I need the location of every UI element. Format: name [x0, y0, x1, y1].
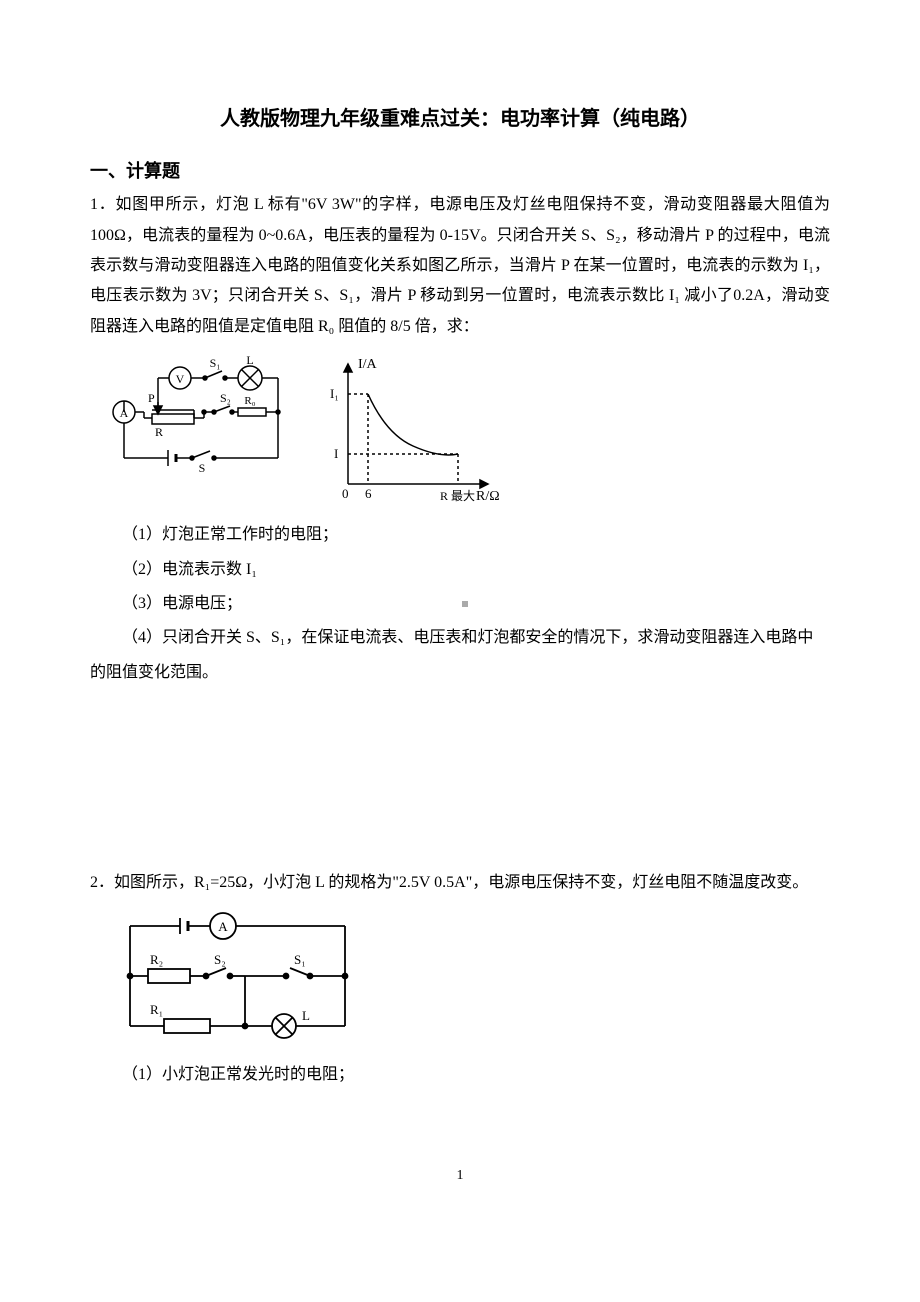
svg-text:L: L: [302, 1008, 310, 1023]
dot-marker-icon: [462, 601, 468, 607]
problem-1-q4-line2: 的阻值变化范围。: [90, 658, 830, 688]
graph-diagram: I/A R/Ω 0 I₁ 6 I R 最大: [318, 354, 508, 504]
svg-text:S₂: S₂: [214, 952, 226, 967]
svg-text:0: 0: [342, 486, 349, 501]
problem-2-stem: 2．如图所示，R₁=25Ω，小灯泡 L 的规格为"2.5V 0.5A"，电源电压…: [90, 868, 830, 898]
page-title: 人教版物理九年级重难点过关：电功率计算（纯电路）: [90, 100, 830, 138]
svg-text:R 最大: R 最大: [440, 489, 475, 503]
problem-2-q1: （1）小灯泡正常发光时的电阻；: [90, 1060, 830, 1090]
circuit-diagram-2: A L R₁ R₂ S₂: [110, 906, 370, 1046]
svg-text:R₁: R₁: [150, 1002, 163, 1017]
svg-text:I/A: I/A: [358, 357, 378, 372]
svg-text:6: 6: [365, 486, 372, 501]
problem-1-q2: （2）电流表示数 I₁: [90, 555, 830, 585]
problem-spacing: [90, 688, 830, 868]
svg-text:S₂: S₂: [220, 391, 231, 405]
page-number: 1: [90, 1163, 830, 1190]
svg-text:I: I: [334, 446, 338, 461]
problem-1-q3: （3）电源电压；: [90, 589, 830, 619]
section-header: 一、计算题: [90, 154, 830, 188]
problem-1-q1: （1）灯泡正常工作时的电阻；: [90, 520, 830, 550]
svg-text:L: L: [246, 354, 253, 367]
svg-text:S: S: [199, 461, 206, 475]
svg-text:A: A: [218, 919, 228, 934]
svg-text:R/Ω: R/Ω: [476, 489, 500, 504]
problem-1-figures: V S₁ L A: [110, 354, 830, 504]
svg-text:V: V: [176, 372, 185, 386]
svg-text:R₂: R₂: [150, 952, 163, 967]
problem-1-q4-line1: （4）只闭合开关 S、S₁，在保证电流表、电压表和灯泡都安全的情况下，求滑动变阻…: [90, 623, 830, 653]
svg-text:R₀: R₀: [244, 395, 255, 407]
svg-text:S₁: S₁: [210, 356, 221, 370]
svg-text:I₁: I₁: [330, 386, 339, 401]
problem-1-q3-text: （3）电源电压；: [122, 595, 242, 612]
circuit-diagram-1: V S₁ L A: [110, 354, 300, 504]
problem-1-stem: 1．如图甲所示，灯泡 L 标有"6V 3W"的字样，电源电压及灯丝电阻保持不变，…: [90, 190, 830, 342]
svg-text:R: R: [155, 425, 163, 439]
svg-text:P: P: [148, 391, 155, 405]
svg-text:S₁: S₁: [294, 952, 306, 967]
